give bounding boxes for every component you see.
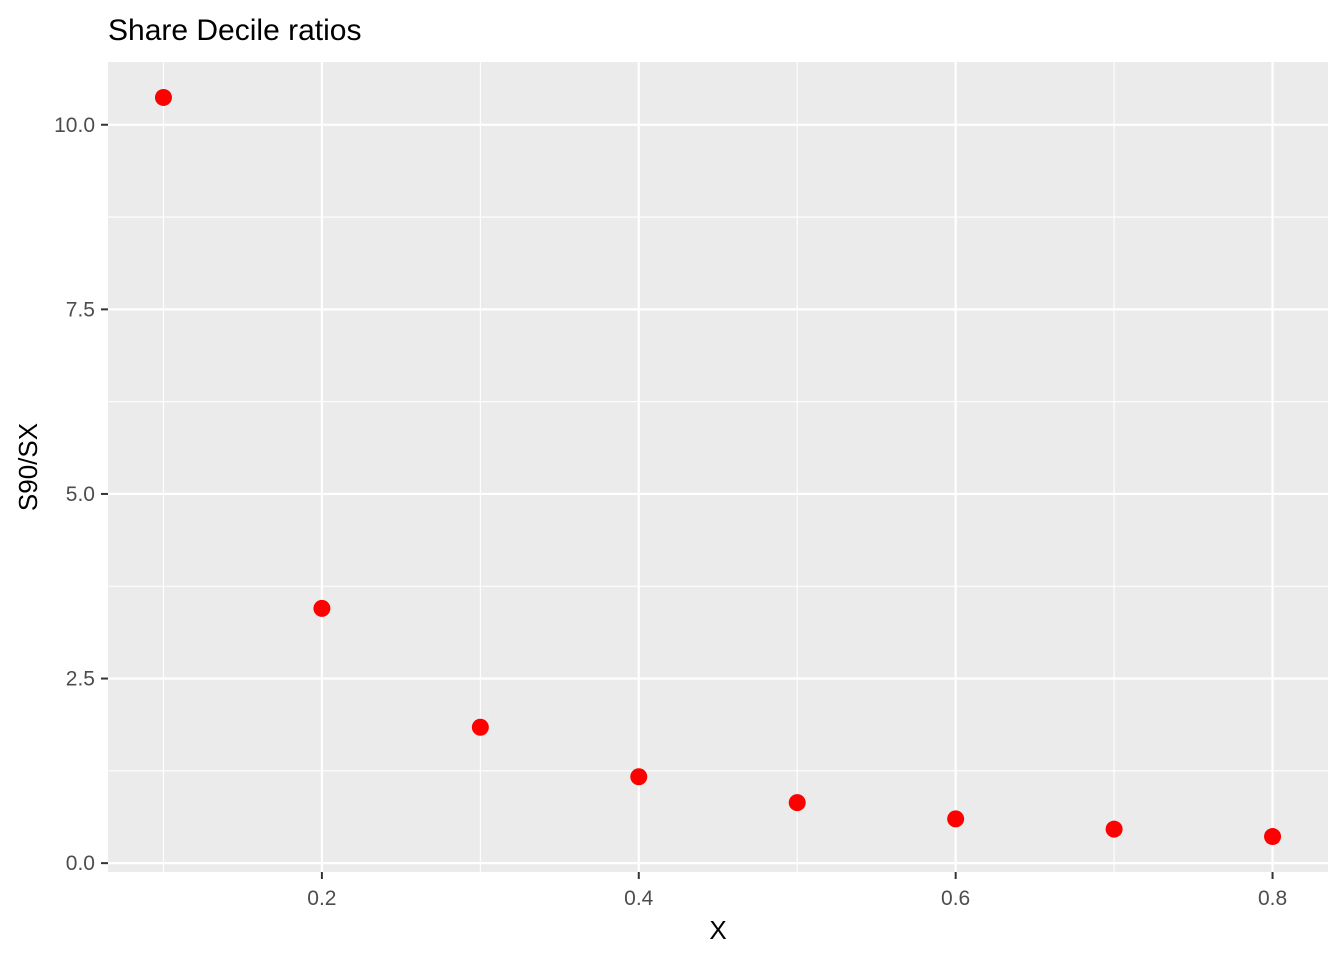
data-point xyxy=(471,718,489,736)
y-axis-title: S90/SX xyxy=(13,423,43,511)
minor-gridlines xyxy=(108,62,1328,872)
y-tick-label: 2.5 xyxy=(66,668,95,691)
data-point xyxy=(1105,820,1123,838)
data-point xyxy=(788,794,806,812)
data-point xyxy=(630,768,648,786)
data-point xyxy=(947,810,965,828)
x-tick-label: 0.8 xyxy=(1258,887,1287,910)
data-point xyxy=(154,88,172,106)
chart-title: Share Decile ratios xyxy=(108,14,361,47)
major-gridlines xyxy=(108,62,1328,872)
x-tick-label: 0.6 xyxy=(941,887,970,910)
x-axis: 0.2 0.4 0.6 0.8 xyxy=(307,872,1287,910)
x-axis-title: X xyxy=(709,915,726,945)
y-tick-label: 5.0 xyxy=(66,483,95,506)
y-tick-label: 10.0 xyxy=(54,114,95,137)
data-point xyxy=(1264,828,1282,846)
plot-panel xyxy=(108,62,1328,872)
y-axis: 0.0 2.5 5.0 7.5 10.0 xyxy=(54,114,108,875)
y-tick-label: 7.5 xyxy=(66,298,95,321)
x-tick-label: 0.2 xyxy=(307,887,336,910)
data-point xyxy=(313,599,331,617)
x-tick-label: 0.4 xyxy=(624,887,654,910)
data-points xyxy=(154,88,1282,846)
y-tick-label: 0.0 xyxy=(66,852,95,875)
